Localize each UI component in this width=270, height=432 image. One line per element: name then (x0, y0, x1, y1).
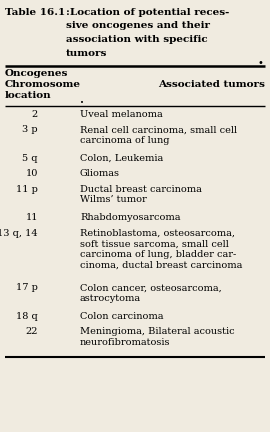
Text: •: • (257, 58, 263, 69)
Text: Colon, Leukemia: Colon, Leukemia (80, 154, 163, 163)
Text: Renal cell carcinoma, small cell
carcinoma of lung: Renal cell carcinoma, small cell carcino… (80, 126, 237, 145)
Text: Ductal breast carcinoma
Wilms’ tumor: Ductal breast carcinoma Wilms’ tumor (80, 185, 202, 204)
Text: Rhabdomyosarcoma: Rhabdomyosarcoma (80, 213, 181, 222)
Text: :Location of potential reces-: :Location of potential reces- (66, 8, 230, 17)
Text: association with specific: association with specific (66, 35, 208, 44)
Text: Table 16.1: Table 16.1 (5, 8, 69, 17)
Text: 18 q: 18 q (16, 312, 38, 321)
Text: 11 p: 11 p (16, 185, 38, 194)
Text: Chromosome: Chromosome (5, 80, 81, 89)
Text: 13 q, 14: 13 q, 14 (0, 229, 38, 238)
Text: •: • (80, 100, 84, 106)
Text: Colon carcinoma: Colon carcinoma (80, 312, 164, 321)
Text: 22: 22 (25, 327, 38, 337)
Text: Colon cancer, osteosarcoma,
astrocytoma: Colon cancer, osteosarcoma, astrocytoma (80, 283, 222, 303)
Text: sive oncogenes and their: sive oncogenes and their (66, 22, 210, 31)
Text: 11: 11 (25, 213, 38, 222)
Text: Uveal melanoma: Uveal melanoma (80, 110, 163, 119)
Text: Associated tumors: Associated tumors (158, 80, 265, 89)
Text: Oncogenes: Oncogenes (5, 69, 68, 78)
Text: 5 q: 5 q (22, 154, 38, 163)
Text: 17 p: 17 p (16, 283, 38, 292)
Text: 2: 2 (32, 110, 38, 119)
Text: location: location (5, 91, 52, 100)
Text: Meningioma, Bilateral acoustic
neurofibromatosis: Meningioma, Bilateral acoustic neurofibr… (80, 327, 235, 347)
Text: 3 p: 3 p (22, 126, 38, 134)
Text: 10: 10 (26, 169, 38, 178)
Text: tumors: tumors (66, 48, 107, 57)
Text: Retinoblastoma, osteosarcoma,
soft tissue sarcoma, small cell
carcinoma of lung,: Retinoblastoma, osteosarcoma, soft tissu… (80, 229, 242, 269)
Text: Gliomas: Gliomas (80, 169, 120, 178)
